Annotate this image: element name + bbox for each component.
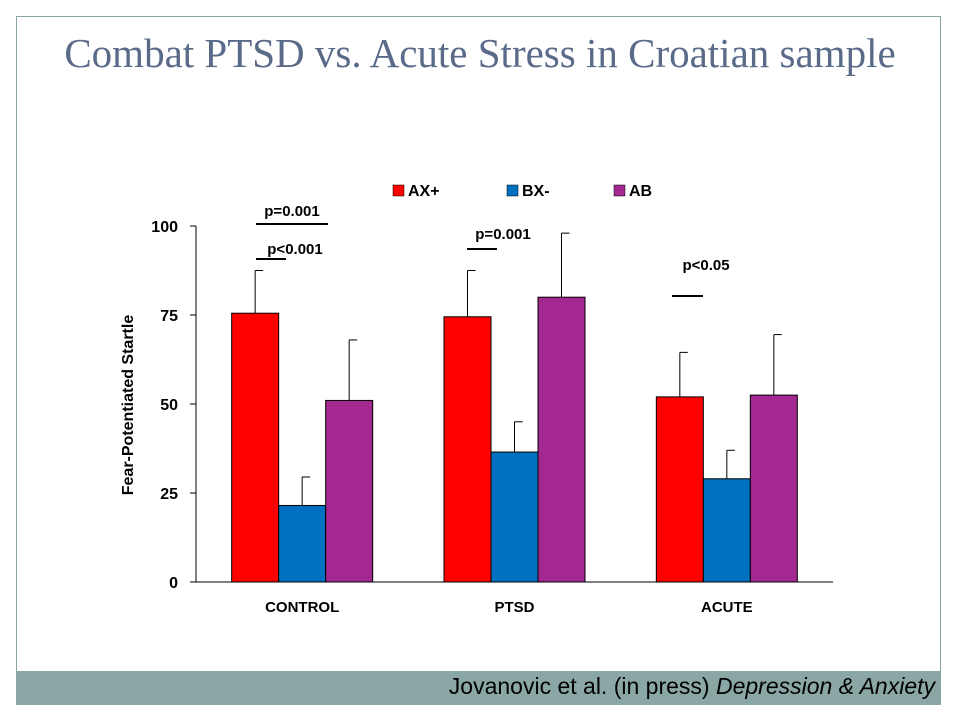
y-tick-label: 25 xyxy=(160,486,178,503)
significance-label: p<0.001 xyxy=(267,241,322,258)
significance-label: p=0.001 xyxy=(264,203,319,220)
legend-label: AX+ xyxy=(408,183,440,200)
bar-ab-acute xyxy=(749,394,798,583)
y-tick-label: 50 xyxy=(160,397,178,414)
tick-labels-group: 0 25 50 75 100 CONTROL PTSD ACUTE xyxy=(151,219,752,616)
bar-bx-control xyxy=(278,504,327,583)
annotations-group: p=0.001 p<0.001 p=0.001 p<0.05 xyxy=(256,203,730,297)
bar-bx-ptsd xyxy=(490,451,539,583)
bar-ab-control xyxy=(325,399,374,583)
x-tick-label: CONTROL xyxy=(265,599,339,616)
significance-label: p<0.05 xyxy=(682,257,729,274)
citation-journal: Depression & Anxiety xyxy=(715,673,935,699)
x-tick-label: PTSD xyxy=(494,599,534,616)
legend-label: BX- xyxy=(522,183,550,200)
y-tick-label: 100 xyxy=(151,219,178,236)
bar-bx-acute xyxy=(702,478,751,583)
y-axis-label: Fear-Potentiated Startle xyxy=(120,315,137,496)
citation-authors: Jovanovic et al. (in press) xyxy=(448,673,716,699)
bars-group xyxy=(231,296,798,583)
citation: Jovanovic et al. (in press) Depression &… xyxy=(449,673,935,700)
legend-label: AB xyxy=(629,183,652,200)
footer-bar: Jovanovic et al. (in press) Depression &… xyxy=(16,671,941,705)
significance-label: p=0.001 xyxy=(475,226,530,243)
legend: AX+ BX- AB xyxy=(392,183,652,200)
slide-title: Combat PTSD vs. Acute Stress in Croatian… xyxy=(64,30,896,76)
legend-swatch xyxy=(506,184,519,197)
error-bars-group xyxy=(254,232,782,506)
y-tick-label: 0 xyxy=(169,575,178,592)
y-tick-label: 75 xyxy=(160,308,178,325)
bar-ax-acute xyxy=(655,396,704,583)
x-tick-label: ACUTE xyxy=(701,599,753,616)
bar-ab-ptsd xyxy=(537,296,586,583)
bar-ax-control xyxy=(231,312,280,583)
legend-swatch xyxy=(613,184,626,197)
legend-swatch xyxy=(392,184,405,197)
bar-ax-ptsd xyxy=(443,316,492,583)
